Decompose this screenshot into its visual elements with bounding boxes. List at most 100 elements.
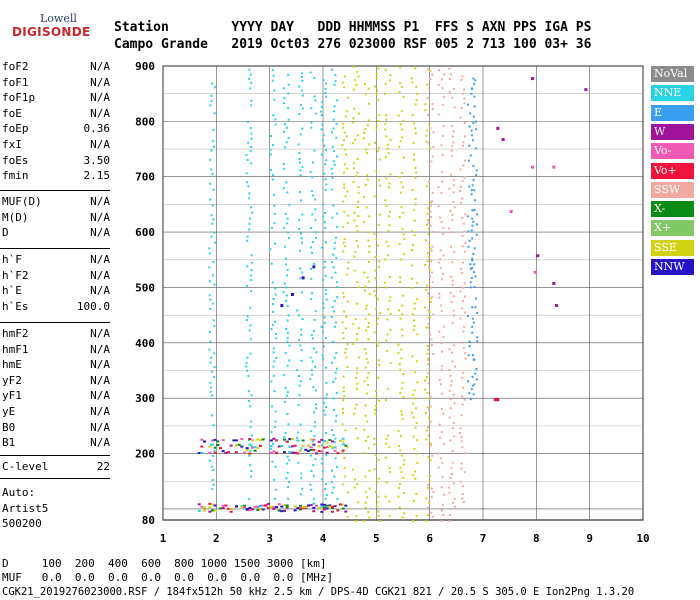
trace-dot-sse [397,351,400,354]
trace-dot-nne [273,478,276,481]
trace-dot-sse [412,328,415,331]
trace-dot-ssw [459,116,462,119]
trace-dot-nne [282,130,285,133]
trace-dot-sse [342,139,345,142]
trace-dot-sse [415,360,418,363]
trace-dot-sse [427,397,430,400]
es-layer-dot [243,451,246,454]
trace-dot-sse [411,81,414,84]
trace-dot-ssw [437,83,440,86]
param-separator [0,478,110,479]
trace-dot-nne [271,68,274,71]
trace-dot-nne [333,105,336,108]
trace-dot-ssw [426,426,429,429]
trace-dot-ssw [464,241,467,244]
param-name: foF1 [2,75,29,89]
trace-dot-ssw [453,206,456,209]
trace-dot-nne [300,333,303,336]
trace-dot-ssw [460,267,463,270]
trace-dot-nne [286,217,289,220]
es-layer-dot [213,509,217,512]
trace-dot-sse [415,85,418,88]
trace-dot-sse [398,309,401,312]
trace-dot-nne [274,123,277,126]
trace-dot-nne [213,352,216,355]
trace-dot-sse [364,128,367,131]
trace-dot-sse [355,239,358,242]
trace-dot-sse [357,75,360,78]
trace-dot-sse [364,506,367,509]
trace-dot-sse [400,328,403,331]
trace-dot-sse [377,317,380,320]
es-layer-dot [307,504,310,507]
trace-dot-sse [389,362,392,365]
trace-dot-sse [341,122,344,125]
trace-dot-nne [286,471,289,474]
trace-dot-ssw [462,222,465,225]
trace-dot-nne [311,373,314,376]
trace-dot-sse [412,500,415,503]
trace-dot-nne [322,357,325,360]
trace-dot-sse [352,66,355,69]
trace-dot-ssw [430,249,433,252]
es-layer-dot [288,451,292,454]
trace-dot-nne [212,319,215,322]
trace-dot-sse [402,96,405,99]
es-layer-dot [299,507,302,510]
trace-dot-nne [301,318,304,321]
trace-dot-e [470,87,473,90]
trace-dot-ssw [437,466,440,469]
trace-dot-e [470,189,473,192]
trace-dot-sse [355,83,358,86]
trace-dot-ssw [440,78,443,81]
trace-dot-ssw [449,477,452,480]
trace-dot-e [475,378,478,381]
trace-dot-sse [367,371,370,374]
es-layer-dot [259,439,262,442]
trace-dot-nne [283,102,286,105]
trace-dot-sse [429,69,432,72]
param-name: foEp [2,122,29,136]
trace-dot-nne [249,127,252,130]
legend-e: E [651,104,694,121]
footer-muf-row: MUF 0.0 0.0 0.0 0.0 0.0 0.0 0.0 0.0 [MHz… [2,571,334,584]
trace-dot-ssw [453,482,456,485]
trace-dot-nne [287,314,290,317]
trace-dot-nne [272,74,275,77]
trace-dot-sse [384,281,387,284]
trace-dot-sse [342,386,345,389]
trace-dot-sse [353,486,356,489]
trace-dot-sse [366,420,369,423]
trace-dot-ssw [451,351,454,354]
trace-dot-sse [367,447,370,450]
trace-dot-ssw [430,338,433,341]
trace-dot-e [471,317,474,320]
trace-dot-e [473,263,476,266]
es-layer-dot [323,503,326,506]
trace-dot-e [472,164,475,167]
trace-dot-sse [425,376,428,379]
trace-dot-sse [397,445,400,448]
trace-dot-nne [315,351,318,354]
trace-dot-nne [284,352,287,355]
es-layer-dot [269,444,273,447]
legend-x: X- [651,201,694,218]
trace-dot-ssw [450,300,453,303]
trace-dot-sse [410,277,413,280]
trace-dot-sse [400,471,403,474]
es-layer-dot [245,508,249,511]
trace-dot-ssw [441,476,444,479]
trace-dot-e [473,82,476,85]
param-value: N/A [90,91,110,105]
es-layer-dot [251,508,254,511]
trace-dot-nne [274,293,277,296]
trace-dot-sse [428,243,431,246]
trace-dot-nne [331,216,334,219]
trace-dot-nne [249,324,252,327]
trace-dot-ssw [438,423,441,426]
trace-dot-e [472,384,475,387]
trace-dot-ssw [430,487,433,490]
trace-dot-nne [330,316,333,319]
trace-dot-nne [247,439,250,442]
